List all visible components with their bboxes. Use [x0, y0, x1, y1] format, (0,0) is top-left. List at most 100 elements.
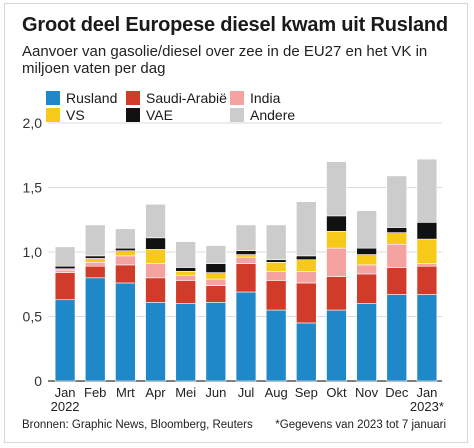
bar-segment-vae: [296, 255, 317, 261]
x-tick-label: Nov: [355, 385, 379, 400]
bar-segment-andere: [265, 224, 287, 261]
legend-label: Saudi-Arabië: [146, 90, 227, 106]
bar-segment-andere: [326, 161, 347, 217]
bar-segment-saudi-arabi-: [175, 280, 196, 304]
chart-subtitle: Aanvoer van gasolie/diesel over zee in d…: [22, 43, 428, 77]
bar-segment-saudi-arabi-: [205, 285, 227, 303]
bar-segment-saudi-arabi-: [84, 265, 106, 279]
bar-segment-vae: [54, 265, 76, 270]
y-tick-label: 0: [34, 373, 42, 389]
legend-label: Andere: [250, 107, 296, 123]
bar-segment-vs: [265, 262, 287, 272]
bar-segment-saudi-arabi-: [54, 272, 76, 301]
bar-segment-rusland: [145, 302, 166, 382]
legend-label: Rusland: [66, 90, 118, 106]
bar-segment-andere: [205, 245, 227, 264]
bar-segment-india: [84, 262, 106, 267]
bar-segment-andere: [84, 224, 106, 257]
legend-label: VAE: [146, 107, 173, 123]
x-tick-label: Jan: [416, 385, 437, 400]
x-tick-label: Feb: [84, 385, 106, 400]
bar-segment-vs: [296, 259, 317, 272]
bar-segment-india: [115, 255, 136, 266]
bar-segment-saudi-arabi-: [235, 263, 257, 293]
legend-item-saudi-arabie: Saudi-Arabië: [126, 90, 227, 106]
legend-item-india: India: [230, 90, 280, 106]
y-tick-label: 1,0: [23, 244, 43, 260]
y-tick-label: 2,0: [23, 115, 43, 131]
x-tick-label: Sep: [295, 385, 318, 400]
bar-segment-andere: [54, 246, 76, 267]
bar-segment-india: [356, 264, 377, 275]
bar-segment-rusland: [386, 294, 408, 382]
bar-segment-andere: [145, 203, 166, 239]
x-tick-label: Mei: [175, 385, 196, 400]
bar-segment-vs: [386, 232, 408, 245]
x-tick-label: Jun: [205, 385, 226, 400]
bar-segment-rusland: [115, 282, 136, 382]
y-tick-label: 1,5: [23, 180, 43, 196]
legend-swatch: [126, 91, 140, 105]
bar-segment-rusland: [416, 294, 438, 382]
bar-segment-saudi-arabi-: [386, 267, 408, 295]
bar-segment-andere: [296, 201, 317, 257]
bar-segment-vs: [175, 271, 196, 276]
bar-segment-andere: [356, 210, 377, 249]
bar-segment-andere: [386, 175, 408, 228]
bar-segment-india: [265, 271, 287, 281]
bar-segment-vs: [235, 254, 257, 258]
bar-segment-rusland: [54, 299, 76, 382]
bar-segment-vae: [145, 237, 166, 250]
legend-swatch: [230, 91, 244, 105]
bar-segment-vs: [416, 238, 438, 264]
bar-segment-rusland: [175, 303, 196, 382]
x-tick-label: Jul: [238, 385, 255, 400]
bar-segment-andere: [115, 228, 136, 249]
bar-segment-rusland: [265, 309, 287, 382]
bar-segment-india: [54, 269, 76, 273]
x-tick-sublabel: 2023*: [410, 399, 444, 414]
bar-segment-india: [205, 278, 227, 286]
bar-segment-vae: [235, 250, 257, 255]
bar-segment-india: [145, 263, 166, 279]
bar-segment-rusland: [235, 291, 257, 382]
x-tick-label: Okt: [326, 385, 347, 400]
bar-segment-rusland: [84, 277, 106, 382]
footnote: *Gegevens van 2023 tot 7 januari: [275, 419, 446, 431]
bar-segment-vae: [175, 267, 196, 272]
bar-segment-india: [296, 271, 317, 284]
legend-item-andere: Andere: [230, 107, 295, 123]
x-tick-label: Aug: [265, 385, 288, 400]
bar-segment-rusland: [326, 309, 347, 382]
legend-swatch: [126, 108, 140, 122]
legend-swatch: [230, 108, 244, 122]
bar-segment-saudi-arabi-: [296, 282, 317, 324]
bar-segment-vs: [145, 249, 166, 264]
bar-segment-vae: [205, 263, 227, 273]
bar-segment-rusland: [356, 303, 377, 382]
legend-item-rusland: Rusland: [46, 90, 117, 106]
bar-segment-vae: [386, 227, 408, 233]
legend-label: VS: [66, 107, 85, 123]
bar-segment-india: [235, 256, 257, 264]
bar-segment-india: [386, 243, 408, 268]
legend-label: India: [250, 90, 281, 106]
bar-segment-vae: [265, 259, 287, 263]
bar-segment-andere: [235, 224, 257, 252]
bar-segment-rusland: [205, 302, 227, 382]
legend-swatch: [46, 91, 60, 105]
bar-segment-saudi-arabi-: [416, 265, 438, 295]
bar-segment-vae: [356, 247, 377, 255]
x-tick-label: Apr: [145, 385, 166, 400]
bar-segment-vae: [326, 215, 347, 232]
legend-swatch: [46, 108, 60, 122]
x-tick-label: Jan: [55, 385, 76, 400]
bar-segment-vs: [115, 250, 136, 257]
bar-segment-india: [416, 263, 438, 267]
bar-segment-saudi-arabi-: [115, 264, 136, 284]
bar-segment-saudi-arabi-: [326, 276, 347, 311]
x-tick-sublabel: 2022: [51, 399, 80, 414]
chart-legend: Rusland Saudi-Arabië India VS VAE Andere: [46, 90, 446, 124]
bar-segment-india: [175, 274, 196, 281]
